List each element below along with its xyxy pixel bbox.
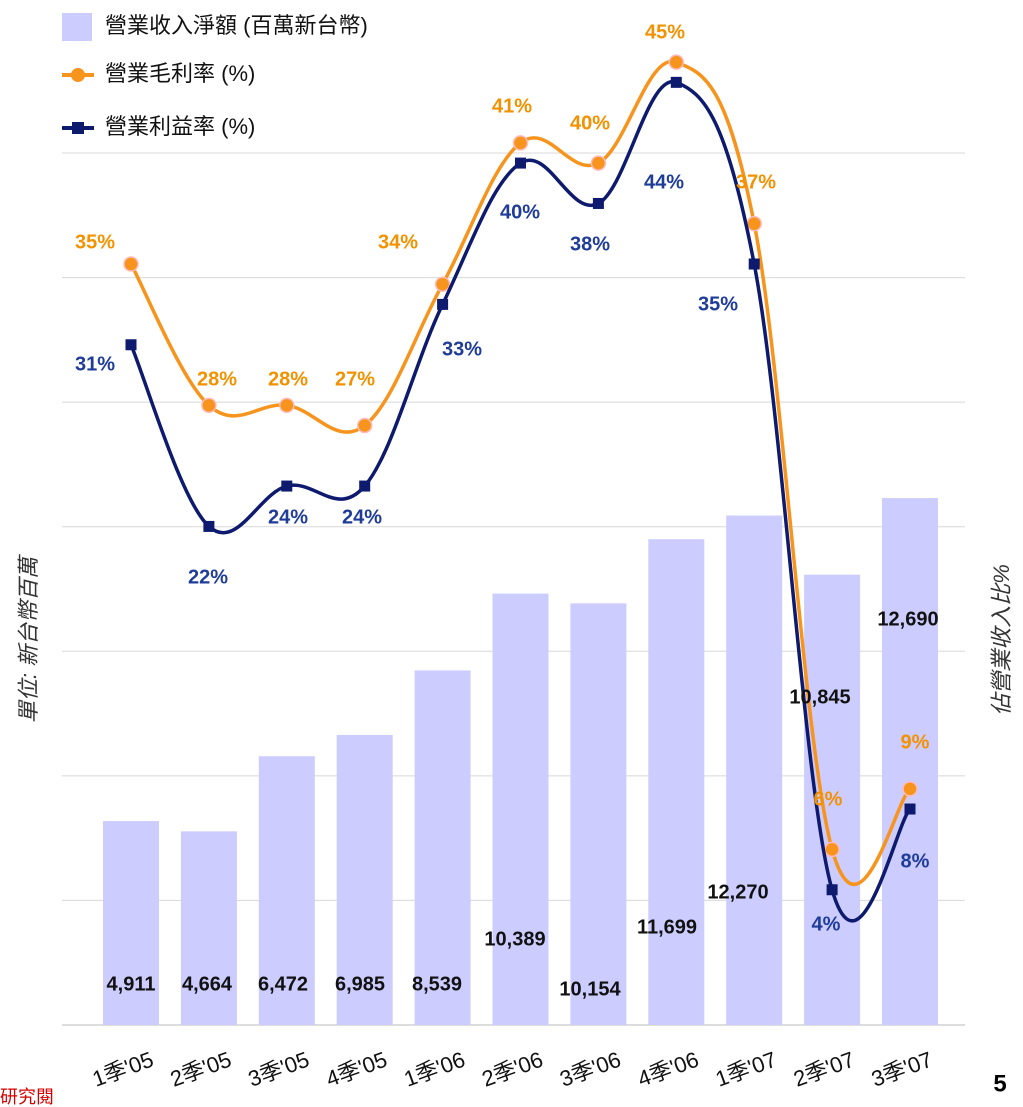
point — [590, 155, 607, 171]
bar — [804, 574, 861, 1025]
point — [670, 76, 682, 88]
legend-marker — [71, 68, 85, 82]
legend-label: 營業毛利率 (%) — [105, 61, 255, 86]
point — [123, 256, 139, 272]
data-label: 4,664 — [182, 973, 233, 995]
x-tick-label: 3季'06 — [556, 1047, 624, 1092]
page-number: 5 — [993, 1070, 1006, 1097]
point — [125, 339, 137, 351]
data-label: 8,539 — [412, 973, 462, 995]
point — [359, 480, 371, 492]
bar — [258, 756, 315, 1025]
x-tick-label: 2季'07 — [790, 1047, 858, 1092]
bar — [648, 539, 705, 1025]
legend-marker — [72, 122, 84, 134]
line — [129, 80, 912, 923]
point — [356, 417, 373, 434]
point — [279, 397, 295, 414]
point — [201, 397, 217, 414]
x-tick-label: 2季'05 — [167, 1047, 235, 1092]
x-tick-label: 3季'05 — [245, 1047, 313, 1092]
data-label: 10,845 — [789, 686, 850, 708]
legend-swatch — [62, 13, 92, 41]
bar — [882, 498, 938, 1025]
footer-note: 研究閱 — [0, 1087, 54, 1107]
point — [904, 803, 916, 815]
data-label: 10,154 — [559, 978, 621, 1000]
data-label: 22% — [188, 566, 228, 588]
bar — [726, 515, 783, 1025]
x-tick-label: 1季'05 — [89, 1047, 157, 1092]
data-label: 8% — [901, 850, 930, 872]
point — [668, 54, 685, 70]
bar — [103, 821, 159, 1025]
data-label: 45% — [645, 21, 685, 43]
x-tick-label: 2季'06 — [479, 1047, 547, 1092]
data-label: 31% — [75, 353, 115, 375]
x-tick-label: 4季'05 — [323, 1047, 391, 1092]
data-label: 28% — [268, 368, 308, 390]
data-label: 11,699 — [637, 916, 697, 938]
point — [746, 215, 762, 232]
data-label: 33% — [442, 338, 482, 360]
data-label: 6,472 — [258, 973, 308, 995]
bar — [414, 670, 471, 1025]
data-label: 38% — [570, 233, 610, 255]
data-label: 10,389 — [484, 928, 545, 950]
point — [826, 884, 838, 896]
data-label: 4,911 — [107, 973, 156, 995]
data-label: 24% — [342, 506, 382, 528]
point — [592, 197, 604, 209]
data-label: 28% — [197, 368, 237, 390]
point — [281, 480, 293, 492]
data-label: 41% — [492, 95, 532, 117]
point — [434, 276, 451, 292]
bar — [492, 593, 549, 1025]
data-label: 12,270 — [707, 881, 768, 903]
data-label: 12,690 — [877, 608, 938, 630]
x-tick-label: 1季'06 — [401, 1047, 469, 1092]
data-label: 9% — [901, 731, 930, 753]
point — [902, 781, 918, 797]
bar — [336, 734, 393, 1025]
point — [748, 258, 760, 270]
bar — [180, 831, 237, 1025]
data-label: 40% — [500, 201, 540, 223]
y-axis-title: 單位: 新台幣百萬 — [16, 554, 41, 723]
data-label: 24% — [268, 506, 308, 528]
data-label: 40% — [570, 112, 610, 134]
bar — [570, 603, 627, 1025]
point — [512, 135, 529, 151]
point — [437, 298, 449, 310]
data-label: 34% — [378, 231, 418, 253]
y2-axis-title: 佔營業收入比% — [989, 564, 1014, 716]
data-label: 35% — [698, 293, 738, 315]
point — [515, 157, 526, 169]
legend-label: 營業利益率 (%) — [105, 114, 255, 139]
data-label: 6,985 — [335, 973, 385, 995]
data-label: 27% — [335, 368, 375, 390]
legend-label: 營業收入淨額 (百萬新台幣) — [105, 13, 368, 38]
point — [824, 841, 840, 858]
x-tick-label: 1季'07 — [712, 1047, 780, 1092]
data-label: 37% — [736, 171, 776, 193]
data-label: 44% — [644, 171, 684, 193]
x-tick-label: 4季'06 — [634, 1047, 702, 1092]
x-tick-label: 3季'07 — [868, 1047, 936, 1092]
point — [203, 520, 215, 532]
data-label: 6% — [814, 788, 843, 810]
data-label: 4% — [812, 913, 841, 935]
data-label: 35% — [75, 231, 115, 253]
